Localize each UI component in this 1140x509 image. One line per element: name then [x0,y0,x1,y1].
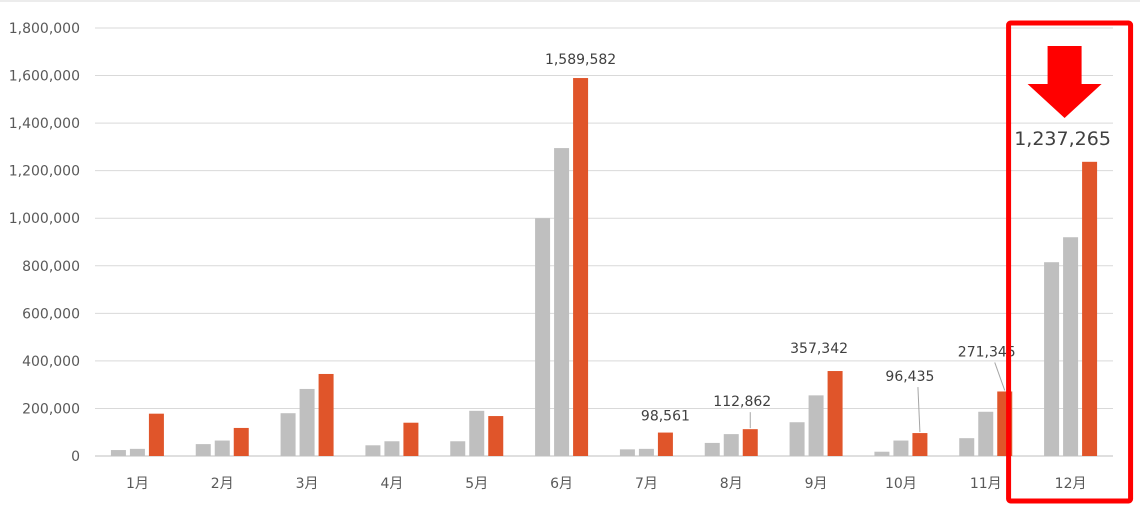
bar [403,422,419,456]
bar [704,442,720,456]
bar [1082,161,1098,456]
bar [742,429,758,456]
data-label-leader [917,387,921,433]
x-tick-label: 6月 [550,476,573,492]
bar [912,433,928,456]
bar [469,410,485,456]
x-tick-label: 11月 [970,476,1002,492]
bar [280,413,296,456]
data-label: 98,561 [641,409,690,425]
x-tick-label: 12月 [1055,476,1087,492]
bar [554,148,570,457]
x-tick-label: 5月 [465,476,488,492]
y-tick-label: 1,400,000 [9,116,80,132]
y-tick-label: 1,000,000 [9,211,80,227]
bar [657,432,673,456]
bar [488,416,504,456]
y-tick-label: 400,000 [22,354,80,370]
bar [384,441,400,456]
x-tick-label: 8月 [720,476,743,492]
y-tick-label: 1,200,000 [9,164,80,180]
bar [573,78,589,457]
down-arrow-icon [1027,46,1102,118]
data-label: 271,345 [958,344,1016,360]
bar-series [110,78,1098,457]
highlight-annotation [1006,20,1134,504]
bar [1063,237,1079,456]
data-label: 1,589,582 [545,52,616,68]
x-tick-label: 4月 [380,476,403,492]
bar [233,427,249,456]
x-tick-label: 10月 [885,476,917,492]
y-tick-label: 0 [71,449,80,465]
data-label: 1,237,265 [1014,128,1111,150]
x-tick-label: 7月 [635,476,658,492]
bar [978,411,994,456]
bar [129,448,145,456]
y-axis-tick-labels: 0 200,000 400,000 600,000 800,000 1,000,000 1,… [9,21,80,465]
bar [874,451,890,456]
bar [959,438,975,456]
bar [808,395,824,456]
bar [619,449,635,456]
y-tick-label: 800,000 [22,259,80,275]
bar [450,441,466,456]
bar [318,373,334,456]
bar [148,413,164,456]
bar [723,434,739,456]
bar [299,388,315,456]
x-axis-tick-labels: 1月 2月 3月 4月 5月 6月 7月 8月 9月 10月 11月 12月 [126,476,1087,492]
data-label-leader [994,362,1006,391]
bar [195,444,211,456]
bar [827,371,843,456]
bar [789,422,805,456]
bar [110,450,126,456]
gridlines [95,27,1113,457]
y-tick-label: 1,800,000 [9,21,80,37]
x-tick-label: 9月 [805,476,828,492]
bar [893,440,909,456]
highlight-box [1006,20,1134,504]
bar [638,448,654,456]
bar [365,445,381,456]
x-tick-label: 2月 [211,476,234,492]
bar [535,218,551,456]
y-tick-label: 200,000 [22,401,80,417]
y-tick-label: 600,000 [22,306,80,322]
x-tick-label: 1月 [126,476,149,492]
data-label: 357,342 [790,341,848,357]
data-label: 112,862 [713,394,771,410]
bar [214,440,230,456]
data-labels: 1,589,582 98,561 112,862 357,342 96,435 271,3… [545,52,1111,433]
y-tick-label: 1,600,000 [9,69,80,85]
data-label: 96,435 [885,369,934,385]
x-tick-label: 3月 [296,476,319,492]
bar [1044,262,1060,456]
